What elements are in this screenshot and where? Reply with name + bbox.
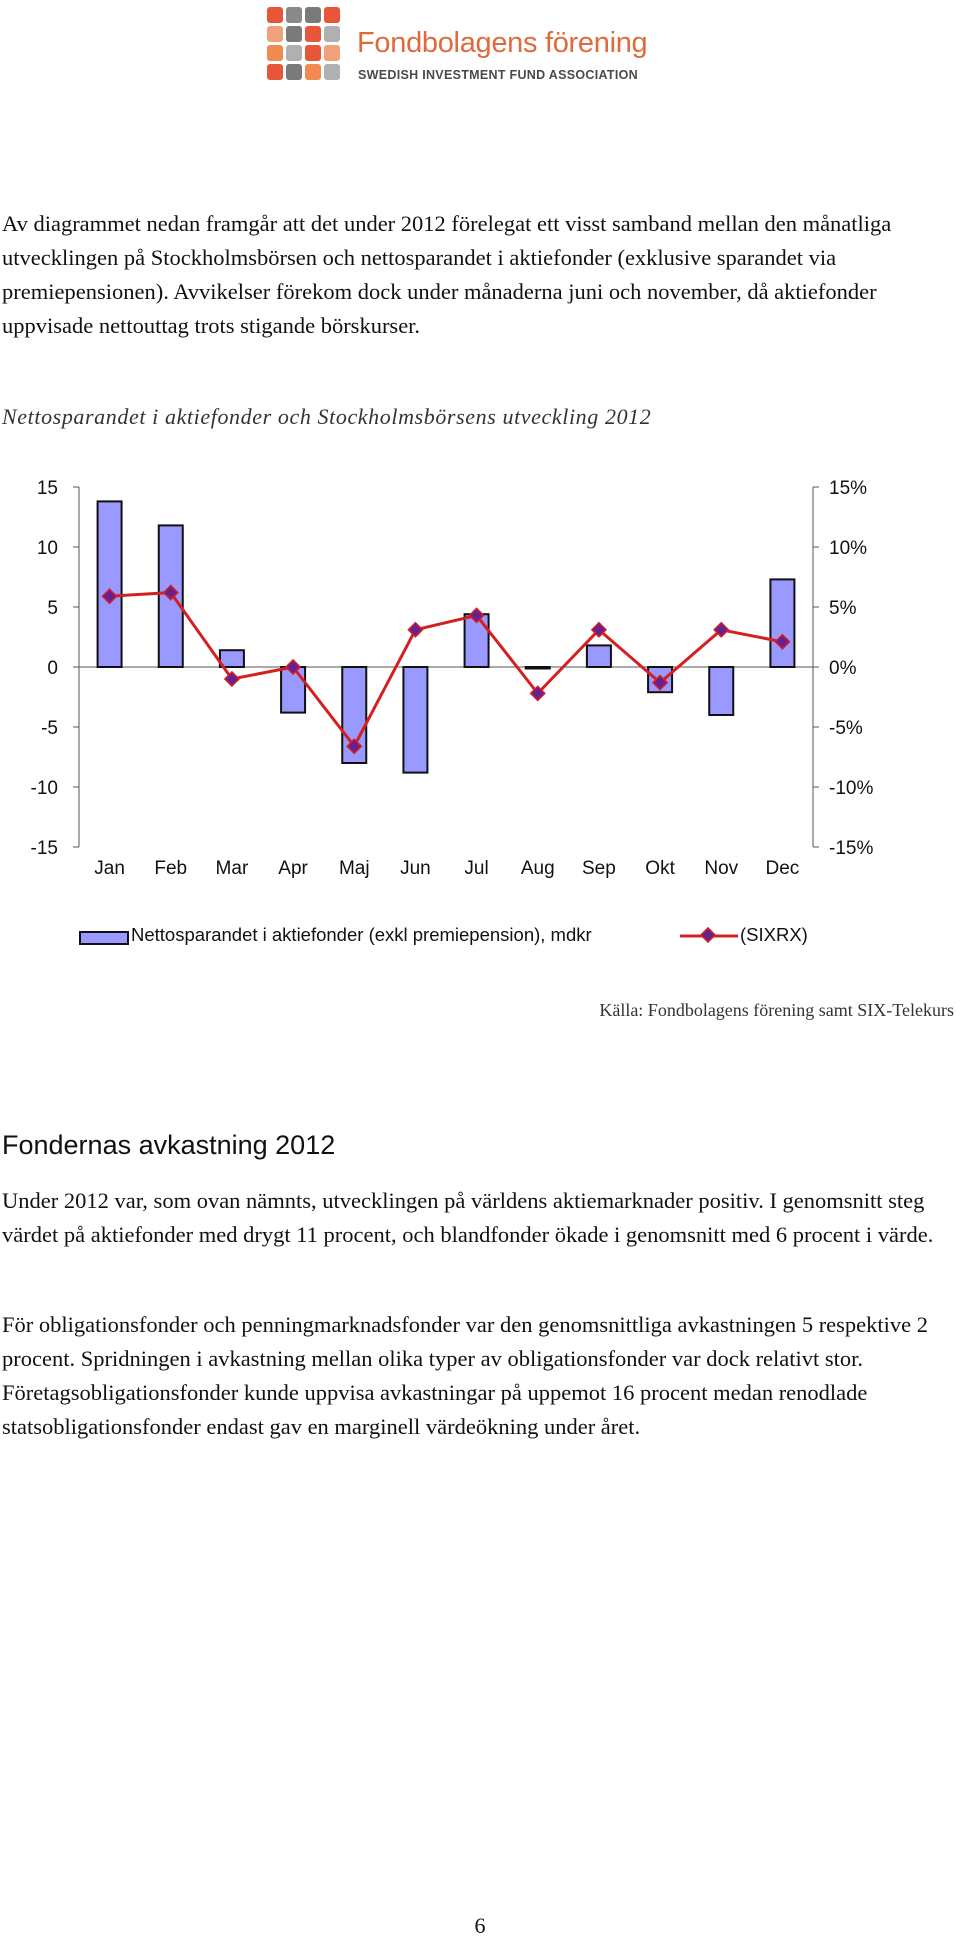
legend-line-swatch — [680, 926, 738, 944]
logo-tile — [286, 26, 302, 42]
chart-legend: Nettosparandet i aktiefonder (exkl premi… — [0, 924, 960, 954]
x-tick-label: Apr — [278, 858, 308, 879]
right-tick-label: -15% — [829, 838, 873, 859]
logo: Fondbolagens förening SWEDISH INVESTMENT… — [263, 5, 648, 85]
sixrx-line — [109, 591, 783, 749]
x-tick-label: Jan — [94, 858, 125, 879]
body-paragraph-1: Under 2012 var, som ovan nämnts, utveckl… — [2, 1188, 934, 1247]
left-tick-label: 10 — [37, 538, 58, 559]
x-tick-label: Jun — [400, 858, 431, 879]
x-tick-label: Okt — [645, 858, 675, 879]
logo-tile — [324, 45, 340, 61]
chart-caption: Nettosparandet i aktiefonder och Stockho… — [2, 404, 652, 429]
right-tick-label: 5% — [829, 598, 857, 619]
bar — [218, 649, 245, 668]
page-number: 6 — [474, 1913, 486, 1938]
bar — [769, 578, 796, 668]
bar — [402, 666, 429, 774]
logo-tile — [324, 7, 340, 23]
source-note: Källa: Fondbolagens förening samt SIX-Te… — [599, 1000, 954, 1020]
line-point — [284, 658, 302, 676]
bar — [524, 666, 551, 670]
logo-subtitle: SWEDISH INVESTMENT FUND ASSOCIATION — [358, 68, 638, 82]
logo-tile — [286, 64, 302, 80]
right-tick-label: 15% — [829, 478, 867, 499]
logo-tile — [305, 26, 321, 42]
x-tick-label: Aug — [521, 858, 555, 879]
bar — [157, 524, 184, 669]
logo-tile — [286, 45, 302, 61]
logo-tile — [267, 64, 283, 80]
x-tick-label: Mar — [216, 858, 249, 879]
logo-tile — [324, 64, 340, 80]
body-paragraph-2: För obligationsfonder och penningmarknad… — [2, 1312, 929, 1439]
line-point — [713, 621, 730, 638]
left-tick-label: -10 — [31, 778, 58, 799]
line-point — [407, 621, 424, 638]
right-tick-label: -10% — [829, 778, 873, 799]
line-point — [774, 633, 791, 650]
bar — [280, 666, 307, 714]
line-point — [223, 670, 241, 688]
line-point — [651, 674, 669, 691]
logo-tile — [324, 26, 340, 42]
left-tick-label: -5 — [41, 718, 58, 739]
left-tick-label: 0 — [47, 658, 58, 679]
left-tick-label: 15 — [37, 478, 58, 499]
legend-line-label: (SIXRX) — [740, 924, 808, 945]
logo-tile — [267, 26, 283, 42]
bar — [708, 666, 735, 716]
legend-bar-swatch — [79, 931, 129, 945]
intro-paragraph: Av diagrammet nedan framgår att det unde… — [2, 211, 892, 338]
line-point — [590, 621, 608, 638]
right-tick-label: 10% — [829, 538, 867, 559]
logo-mosaic-icon — [263, 5, 343, 85]
x-tick-label: Jul — [464, 858, 488, 879]
logo-tile — [305, 45, 321, 61]
right-tick-label: -5% — [829, 718, 863, 739]
x-tick-label: Feb — [154, 858, 187, 879]
line-point — [346, 738, 363, 755]
logo-tile — [305, 7, 321, 23]
left-tick-label: -15 — [31, 838, 58, 859]
line-point — [101, 588, 118, 605]
x-tick-label: Nov — [704, 858, 738, 879]
line-point — [529, 685, 546, 702]
legend-bar-label: Nettosparandet i aktiefonder (exkl premi… — [131, 924, 592, 945]
line-point — [162, 584, 179, 601]
x-tick-label: Sep — [582, 858, 616, 879]
x-tick-label: Maj — [339, 858, 370, 879]
logo-name: Fondbolagens förening — [357, 27, 648, 59]
left-tick-label: 5 — [47, 598, 58, 619]
logo-tile — [305, 64, 321, 80]
bar — [585, 644, 612, 668]
logo-tile — [267, 45, 283, 61]
logo-tile — [286, 7, 302, 23]
section-heading: Fondernas avkastning 2012 — [2, 1130, 336, 1160]
right-tick-label: 0% — [829, 658, 857, 679]
combo-chart: 15 15% 10 10% 5 5% 0 0% -5 -5% -10 -10% -15 -15% Jan Fe… — [31, 478, 874, 879]
x-tick-label: Dec — [766, 858, 800, 879]
logo-tile — [267, 7, 283, 23]
line-point — [468, 607, 485, 624]
bar — [96, 500, 123, 669]
